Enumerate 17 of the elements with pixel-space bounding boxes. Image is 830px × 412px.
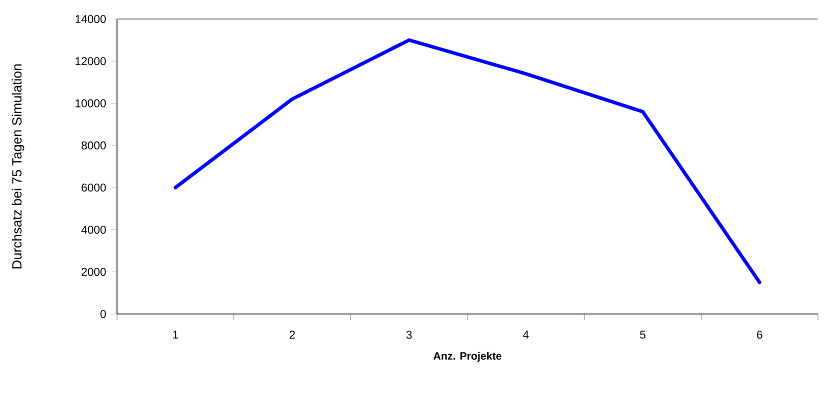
y-tick-label: 14000 [76,15,106,24]
y-tick-label: 0 [100,310,106,318]
y-tick-label: 2000 [82,268,106,276]
y-tick-label: 12000 [76,57,106,66]
x-axis-title: Anz. Projekte [433,352,502,362]
y-axis-title: Durchsatz bei 75 Tagen Simulation [12,64,24,268]
x-tick-label: 6 [757,330,762,339]
x-tick-label: 1 [173,330,178,339]
line-series [174,38,762,284]
y-tick-label: 6000 [82,184,106,192]
y-tick-label: 8000 [82,141,106,150]
y-tick-label: 10000 [76,99,106,108]
x-tick-label: 2 [290,330,295,339]
y-tick-label: 4000 [81,226,106,234]
x-tick-label: 5 [640,330,646,339]
x-tick-label: 3 [406,330,412,339]
x-tick-label: 4 [523,330,529,339]
